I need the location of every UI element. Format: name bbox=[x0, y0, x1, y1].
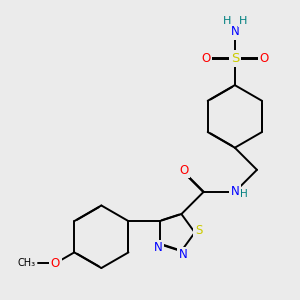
Text: O: O bbox=[51, 257, 60, 270]
Text: N: N bbox=[178, 248, 188, 261]
Text: S: S bbox=[195, 224, 202, 237]
Text: CH₃: CH₃ bbox=[17, 258, 36, 268]
Text: S: S bbox=[231, 52, 239, 65]
Text: H: H bbox=[223, 16, 231, 26]
Text: H: H bbox=[240, 189, 248, 199]
Text: N: N bbox=[154, 241, 163, 254]
Text: O: O bbox=[201, 52, 210, 65]
Text: O: O bbox=[179, 164, 189, 176]
Text: H: H bbox=[238, 16, 247, 26]
Text: N: N bbox=[230, 26, 239, 38]
Text: N: N bbox=[230, 185, 239, 198]
Text: O: O bbox=[259, 52, 268, 65]
